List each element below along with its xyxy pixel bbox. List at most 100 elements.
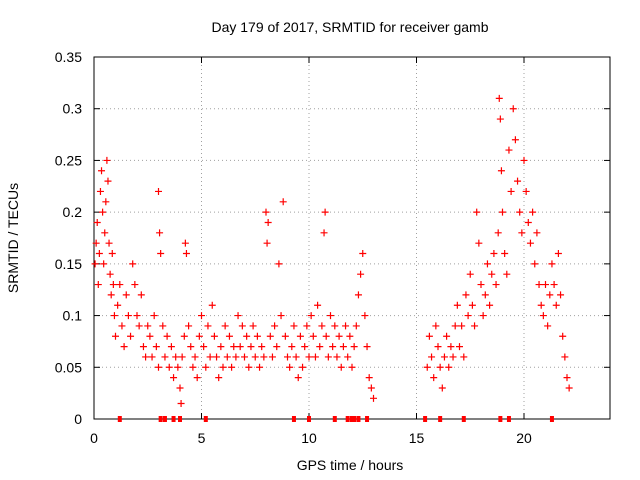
data-point — [279, 198, 287, 206]
data-point — [471, 322, 479, 330]
grid-lines — [94, 57, 610, 419]
data-point — [359, 250, 367, 258]
y-axis-label: SRMTID / TECUs — [5, 183, 21, 293]
data-point — [181, 239, 189, 247]
data-point — [120, 343, 128, 351]
data-point — [339, 343, 347, 351]
data-point — [354, 291, 362, 299]
data-point — [550, 281, 558, 289]
data-point — [329, 343, 337, 351]
data-point — [135, 322, 143, 330]
data-point — [163, 332, 171, 340]
data-point — [219, 363, 227, 371]
data-point — [208, 301, 216, 309]
data-point — [198, 312, 205, 320]
baseline-markers — [117, 416, 554, 422]
data-point — [195, 332, 203, 340]
data-point — [533, 229, 541, 237]
data-point — [157, 250, 165, 258]
data-point — [350, 343, 358, 351]
data-point — [554, 250, 562, 258]
data-point — [99, 208, 107, 216]
data-point — [531, 260, 539, 268]
data-point — [322, 332, 330, 340]
data-point — [258, 343, 266, 351]
x-axis-label: GPS time / hours — [297, 457, 404, 473]
data-point — [215, 374, 223, 382]
baseline-marker — [345, 416, 350, 422]
data-point — [511, 136, 519, 144]
data-point — [91, 260, 99, 268]
data-point — [108, 250, 116, 258]
data-point — [361, 312, 369, 320]
data-point — [495, 94, 503, 102]
x-tick-label: 15 — [409, 430, 425, 446]
data-point — [148, 353, 156, 361]
data-point — [167, 343, 175, 351]
data-point — [94, 281, 102, 289]
data-point — [475, 239, 483, 247]
data-point — [286, 363, 294, 371]
data-point — [236, 343, 244, 351]
data-point — [449, 353, 457, 361]
data-point — [363, 343, 371, 351]
data-point — [365, 374, 373, 382]
baseline-marker — [162, 416, 167, 422]
data-point — [93, 218, 101, 226]
data-point — [462, 291, 470, 299]
data-point — [542, 281, 549, 289]
data-point — [288, 343, 296, 351]
data-point — [284, 353, 291, 361]
data-point — [428, 353, 436, 361]
data-point — [522, 187, 530, 195]
data-point — [112, 332, 119, 340]
data-point — [516, 208, 524, 216]
data-point — [176, 384, 184, 392]
data-point — [559, 332, 567, 340]
data-point — [337, 363, 345, 371]
data-point — [537, 301, 545, 309]
data-point — [234, 312, 242, 320]
data-point — [225, 332, 233, 340]
data-point — [430, 374, 438, 382]
data-point — [561, 353, 569, 361]
data-point — [440, 353, 448, 361]
y-tick-label: 0.3 — [63, 101, 83, 117]
data-point — [466, 270, 474, 278]
baseline-marker — [506, 416, 511, 422]
data-point — [193, 374, 201, 382]
data-point — [518, 229, 526, 237]
y-tick-label: 0.15 — [55, 256, 82, 272]
data-point — [453, 301, 461, 309]
data-point — [178, 353, 186, 361]
y-tick-label: 0.1 — [63, 308, 83, 324]
data-point — [256, 363, 264, 371]
data-point — [352, 322, 360, 330]
data-point — [299, 363, 307, 371]
data-point — [131, 281, 139, 289]
baseline-marker — [291, 416, 296, 422]
y-tick-label: 0.25 — [55, 152, 82, 168]
data-point — [438, 384, 446, 392]
data-point — [247, 343, 255, 351]
data-point — [95, 250, 103, 258]
baseline-marker — [423, 416, 428, 422]
data-point — [370, 394, 377, 402]
data-point — [146, 332, 154, 340]
data-point — [307, 312, 315, 320]
data-point — [238, 322, 246, 330]
baseline-marker — [350, 416, 354, 422]
baseline-marker — [356, 416, 361, 422]
data-point — [200, 343, 208, 351]
data-point — [490, 250, 498, 258]
data-point — [106, 270, 114, 278]
data-point — [223, 353, 231, 361]
data-point — [318, 322, 326, 330]
axis-ticks — [93, 56, 610, 420]
data-point — [142, 353, 150, 361]
data-point — [271, 322, 279, 330]
data-point — [245, 363, 253, 371]
data-point — [324, 353, 332, 361]
data-point — [159, 322, 167, 330]
data-point — [150, 312, 158, 320]
